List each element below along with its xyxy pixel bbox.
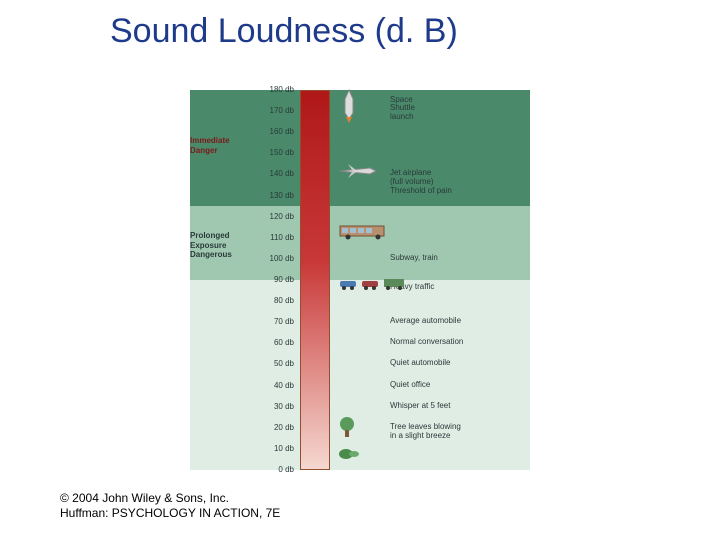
footer-line2: Huffman: PSYCHOLOGY IN ACTION, 7E <box>60 506 280 522</box>
example-label: Quiet automobile <box>390 359 450 368</box>
db-label: 90 db <box>258 275 294 284</box>
db-label: 50 db <box>258 359 294 368</box>
db-label: 110 db <box>258 233 294 242</box>
example-label: Tree leaves blowingin a slight breeze <box>390 423 461 441</box>
db-label: 140 db <box>258 169 294 178</box>
rocket-icon <box>338 89 360 123</box>
bus-icon <box>338 222 388 240</box>
loudness-chart: 180 db 170 db 160 db 150 db 140 db 130 db 120 … <box>190 80 530 480</box>
footer-line1: © 2004 John Wiley & Sons, Inc. <box>60 491 280 507</box>
db-label: 80 db <box>258 296 294 305</box>
db-label: 100 db <box>258 254 294 263</box>
db-label: 130 db <box>258 191 294 200</box>
zone-label: ProlongedExposureDangerous <box>190 231 250 260</box>
page-title: Sound Loudness (d. B) <box>110 12 458 51</box>
example-label: Subway, train <box>390 254 438 263</box>
example-label: Average automobile <box>390 317 461 326</box>
cars-icon <box>338 276 408 290</box>
zone-bg-2 <box>190 280 530 470</box>
example-label: Normal conversation <box>390 338 463 347</box>
zone-label: ImmediateDanger <box>190 136 250 155</box>
footer: © 2004 John Wiley & Sons, Inc. Huffman: … <box>60 491 280 522</box>
example-label: SpaceShuttlelaunch <box>390 96 415 122</box>
db-label: 160 db <box>258 127 294 136</box>
db-label: 70 db <box>258 317 294 326</box>
example-label: Quiet office <box>390 381 430 390</box>
example-label: Whisper at 5 feet <box>390 402 450 411</box>
db-label: 30 db <box>258 402 294 411</box>
db-label: 40 db <box>258 381 294 390</box>
db-label: 180 db <box>258 85 294 94</box>
db-label: 20 db <box>258 423 294 432</box>
example-label: Jet airplane(full volume)Threshold of pa… <box>390 169 452 195</box>
db-label: 60 db <box>258 338 294 347</box>
db-label: 10 db <box>258 444 294 453</box>
db-label: 150 db <box>258 148 294 157</box>
tree-icon <box>338 416 356 438</box>
airplane-icon <box>338 162 378 180</box>
leaf-icon <box>338 447 360 461</box>
db-label: 0 db <box>258 465 294 474</box>
thermometer-bar <box>300 90 330 470</box>
db-label: 120 db <box>258 212 294 221</box>
db-label: 170 db <box>258 106 294 115</box>
